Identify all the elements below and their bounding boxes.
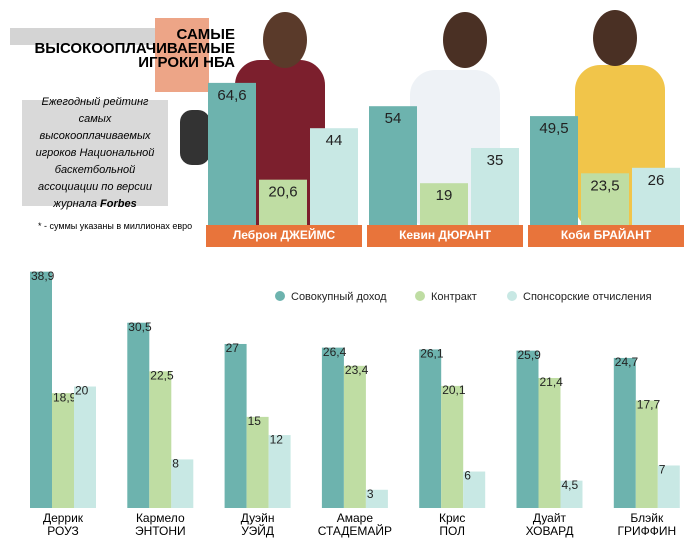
note: * - суммы указаны в миллионах евро: [38, 221, 193, 231]
bar: [441, 385, 464, 508]
value-label: 4,5: [562, 478, 579, 492]
bar: [321, 347, 344, 508]
value-label: 23,5: [590, 177, 619, 194]
category-label: Блэйк ГРИФФИН: [617, 511, 677, 538]
bar: [632, 167, 680, 225]
value-label: 38,9: [31, 269, 55, 283]
bar: [268, 435, 291, 508]
title-square: [155, 18, 209, 92]
bar: [471, 148, 519, 225]
bar: [463, 471, 486, 508]
value-label: 15: [248, 414, 262, 428]
bar: [635, 400, 658, 508]
value-label: 25,9: [518, 348, 542, 362]
value-label: 30,5: [128, 320, 152, 334]
value-label: 21,4: [540, 375, 564, 389]
value-label: 6: [464, 469, 471, 483]
bar: [538, 377, 561, 508]
category-label: Коби БРАЙАНТ: [561, 227, 652, 242]
description: Ежегодный рейтинг самых высокооплачиваем…: [35, 95, 155, 210]
value-label: 54: [385, 110, 402, 127]
value-label: 18,9: [53, 390, 77, 404]
bar: [149, 371, 172, 508]
bar: [171, 459, 194, 508]
bar: [259, 179, 307, 225]
title-line: ИГРОКИ НБА: [138, 54, 235, 71]
value-label: 8: [172, 457, 179, 471]
legend-label: Совокупный доход: [291, 291, 387, 303]
category-label: Леброн ДЖЕЙМС: [233, 227, 336, 242]
bar: [208, 82, 256, 225]
bar: [52, 393, 74, 508]
value-label: 26,1: [420, 347, 444, 361]
name-box: [367, 225, 523, 247]
category-label: Кевин ДЮРАНТ: [399, 228, 492, 242]
value-label: 24,7: [615, 355, 639, 369]
legend-label: Спонсорские отчисления: [523, 291, 652, 303]
legend-swatch: [415, 291, 425, 301]
bar: [246, 416, 269, 508]
category-label: Дуайт ХОВАРД: [525, 511, 574, 538]
value-label: 12: [270, 432, 284, 446]
bar: [530, 116, 578, 225]
legend-swatch: [507, 291, 517, 301]
bar: [365, 489, 388, 508]
value-label: 26,4: [323, 345, 347, 359]
category-label: Дуэйн УЭЙД: [240, 511, 275, 538]
bar: [74, 386, 96, 508]
bar: [127, 322, 150, 508]
legend-swatch: [275, 291, 285, 301]
bar: [343, 365, 366, 508]
category-label: Кармело ЭНТОНИ: [134, 511, 186, 538]
value-label: 17,7: [637, 398, 661, 412]
bar: [224, 343, 247, 508]
bar: [369, 106, 417, 225]
value-label: 64,6: [217, 87, 246, 104]
value-label: 19: [436, 187, 453, 204]
value-label: 7: [659, 463, 666, 477]
bar: [310, 128, 358, 225]
title: САМЫЕ ВЫСОКООПЛАЧИВАЕМЫЕ ИГРОКИ НБА: [34, 26, 235, 71]
title-line: ВЫСОКООПЛАЧИВАЕМЫЕ: [34, 40, 235, 57]
bar: [30, 271, 52, 508]
description-text: Ежегодный рейтинг самых высокооплачиваем…: [26, 94, 164, 213]
bar: [516, 350, 539, 508]
title-line: САМЫЕ: [176, 26, 235, 43]
value-label: 20: [75, 384, 89, 398]
bar: [419, 349, 442, 508]
value-label: 22,5: [150, 368, 174, 382]
category-label: Деррик РОУЗ: [42, 511, 84, 538]
value-label: 26: [648, 172, 665, 189]
value-label: 44: [326, 132, 343, 149]
title-band: [10, 28, 160, 45]
category-label: Крис ПОЛ: [439, 511, 466, 538]
name-box: [206, 225, 362, 247]
value-label: 35: [487, 152, 504, 169]
bar: [657, 465, 680, 508]
value-label: 23,4: [345, 363, 369, 377]
category-label: Амаре СТАДЕМАЙР: [317, 511, 393, 538]
value-label: 49,5: [539, 120, 568, 137]
source: Forbes: [100, 197, 137, 210]
bar: [613, 357, 636, 508]
description-box: Ежегодный рейтинг самых высокооплачиваем…: [22, 96, 168, 210]
legend-label: Контракт: [431, 291, 477, 303]
name-box: [528, 225, 684, 247]
bar: [420, 183, 468, 225]
value-label: 20,1: [442, 383, 466, 397]
value-label: 3: [367, 487, 374, 501]
value-label: 27: [226, 341, 240, 355]
value-label: 20,6: [268, 184, 297, 201]
bar: [581, 173, 629, 225]
bar: [560, 480, 583, 508]
